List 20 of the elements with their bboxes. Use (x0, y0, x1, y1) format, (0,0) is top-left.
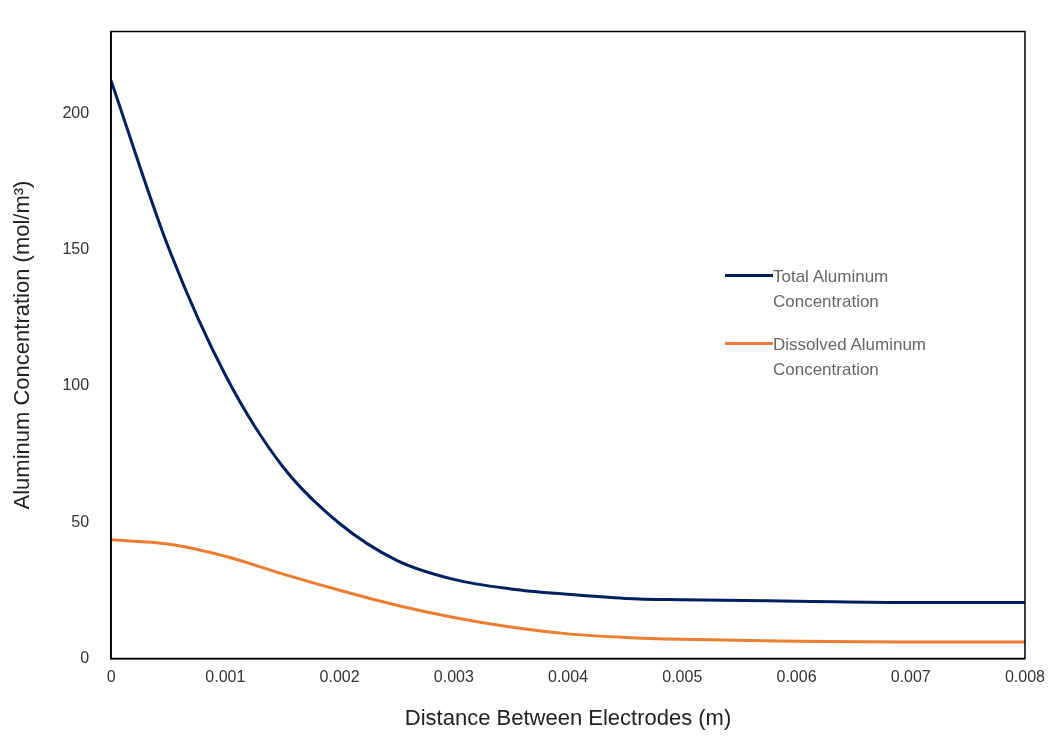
legend-label: Dissolved Aluminum Concentration (772, 333, 928, 381)
line-series (111, 79, 1025, 605)
y-tick-label: 50 (71, 512, 90, 530)
x-tick-label: 0.005 (662, 668, 703, 686)
y-tick-label: 200 (62, 103, 90, 121)
x-tick-label: 0.001 (205, 668, 246, 686)
x-tick-label: 0.002 (319, 668, 360, 686)
x-tick-label: 0.003 (433, 668, 474, 686)
x-tick-label: 0.008 (1004, 668, 1046, 686)
x-tick-label: 0.006 (776, 668, 817, 686)
y-axis-title: Aluminum Concentration (mol/m³) (9, 180, 35, 510)
y-tick-label: 100 (62, 376, 90, 394)
legend-label: Total Aluminum Concentration (772, 265, 890, 313)
x-tick-label: 0.007 (890, 668, 931, 686)
x-tick-label: 0 (106, 668, 116, 686)
y-tick-label: 150 (62, 240, 90, 258)
line-series (111, 538, 1025, 644)
x-tick-label: 0.004 (548, 668, 589, 686)
x-axis-title: Distance Between Electrodes (m) (404, 704, 732, 730)
y-tick-label: 0 (80, 648, 90, 666)
